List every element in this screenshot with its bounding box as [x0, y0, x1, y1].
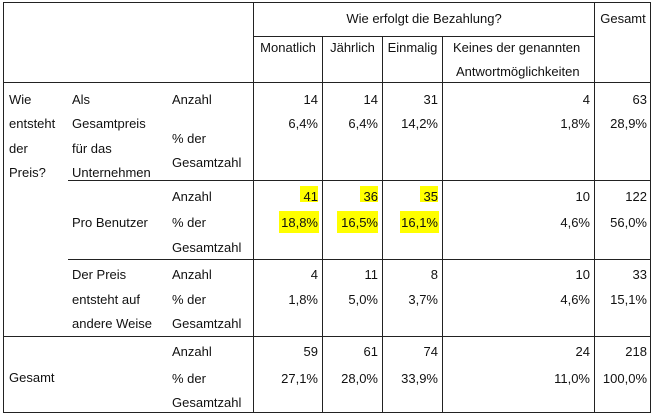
grid-line [442, 36, 443, 413]
row-variable-label: Wie [9, 92, 32, 107]
highlight-marker [300, 186, 318, 202]
table-cell-count: 31 [423, 92, 438, 107]
table-cell-count: 11 [364, 267, 379, 282]
stat-label: % der [172, 131, 206, 146]
grid-line [3, 82, 651, 83]
table-cell-count: 59 [303, 344, 318, 359]
table-cell-count: 10 [575, 189, 590, 204]
grid-line [322, 36, 323, 413]
table-cell-count: 74 [423, 344, 438, 359]
table-cell-percent: 1,8% [560, 116, 590, 131]
table-cell-percent: 18,8% [281, 215, 318, 230]
row-category-label: andere Weise [72, 316, 152, 331]
table-cell-percent: 56,0% [610, 215, 647, 230]
row-category-label: für das [72, 141, 112, 156]
grid-line [253, 36, 594, 37]
col-header-keines: Keines der genannten [453, 40, 581, 55]
row-category-label: entsteht auf [72, 292, 140, 307]
col-header-jaehrlich: Jährlich [330, 40, 375, 55]
table-cell-percent: 28,0% [341, 371, 378, 386]
table-cell-percent: 6,4% [288, 116, 318, 131]
table-cell-count: 33 [632, 267, 647, 282]
highlight-marker [420, 186, 438, 202]
table-cell-count: 24 [575, 344, 590, 359]
grid-line [594, 2, 595, 413]
table-cell-count: 35 [423, 189, 438, 204]
table-cell-percent: 15,1% [610, 292, 647, 307]
row-category-label: Unternehmen [72, 165, 151, 180]
table-cell-percent: 27,1% [281, 371, 318, 386]
stat-label: Gesamtzahl [172, 240, 242, 255]
highlight-marker [360, 186, 378, 202]
table-cell-percent: 5,0% [348, 292, 378, 307]
row-category-label: Gesamtpreis [72, 116, 146, 131]
stat-label: Gesamtzahl [172, 316, 242, 331]
table-cell-percent: 3,7% [408, 292, 438, 307]
row-variable-label: der [9, 141, 28, 156]
crosstab-table [3, 2, 651, 413]
table-cell-count: 41 [303, 189, 318, 204]
stat-label: Anzahl [172, 189, 212, 204]
col-header-einmalig: Einmalig [387, 40, 438, 55]
highlight-marker [400, 211, 439, 233]
table-cell-count: 122 [625, 189, 647, 204]
stat-label: % der [172, 371, 206, 386]
table-cell-count: 4 [582, 92, 590, 107]
table-cell-percent: 1,8% [288, 292, 318, 307]
table-cell-count: 61 [363, 344, 378, 359]
table-cell-count: 4 [310, 267, 318, 282]
stat-label: Anzahl [172, 344, 212, 359]
table-cell-percent: 14,2% [401, 116, 438, 131]
table-cell-percent: 33,9% [401, 371, 438, 386]
table-cell-percent: 28,9% [610, 116, 647, 131]
grid-line [68, 259, 651, 260]
grid-line [253, 2, 254, 413]
stat-label: Gesamtzahl [172, 155, 242, 170]
table-cell-percent: 6,4% [348, 116, 378, 131]
col-header-monatlich: Monatlich [260, 40, 316, 55]
table-cell-percent: 16,1% [401, 215, 438, 230]
stat-label: % der [172, 215, 206, 230]
grid-line [68, 180, 651, 181]
table-cell-count: 36 [363, 189, 378, 204]
table-cell-percent: 11,0% [554, 371, 590, 386]
row-category-label: Pro Benutzer [72, 215, 148, 230]
total-column-title: Gesamt [600, 11, 646, 26]
grid-line [382, 36, 383, 413]
table-cell-count: 8 [430, 267, 438, 282]
highlight-marker [337, 211, 378, 233]
row-category-label: Der Preis [72, 267, 127, 282]
table-cell-percent: 16,5% [341, 215, 378, 230]
table-cell-count: 218 [625, 344, 647, 359]
table-cell-count: 14 [363, 92, 378, 107]
table-cell-count: 14 [303, 92, 318, 107]
table-cell-percent: 4,6% [560, 292, 590, 307]
col-header-keines-line2: Antwortmöglichkeiten [456, 64, 580, 79]
row-variable-label: Preis? [9, 165, 46, 180]
row-category-label: Gesamt [9, 370, 55, 385]
row-category-label: Als [72, 92, 91, 107]
column-group-title: Wie erfolgt die Bezahlung? [346, 11, 502, 26]
highlight-marker [279, 211, 319, 233]
table-cell-count: 10 [575, 267, 590, 282]
stat-label: Gesamtzahl [172, 395, 242, 410]
stat-label: Anzahl [172, 267, 212, 282]
grid-line [3, 336, 651, 337]
stat-label: % der [172, 292, 206, 307]
stat-label: Anzahl [172, 92, 212, 107]
row-variable-label: entsteht [9, 116, 56, 131]
table-cell-percent: 4,6% [560, 215, 590, 230]
table-cell-count: 63 [632, 92, 647, 107]
table-cell-percent: 100,0% [602, 371, 647, 386]
